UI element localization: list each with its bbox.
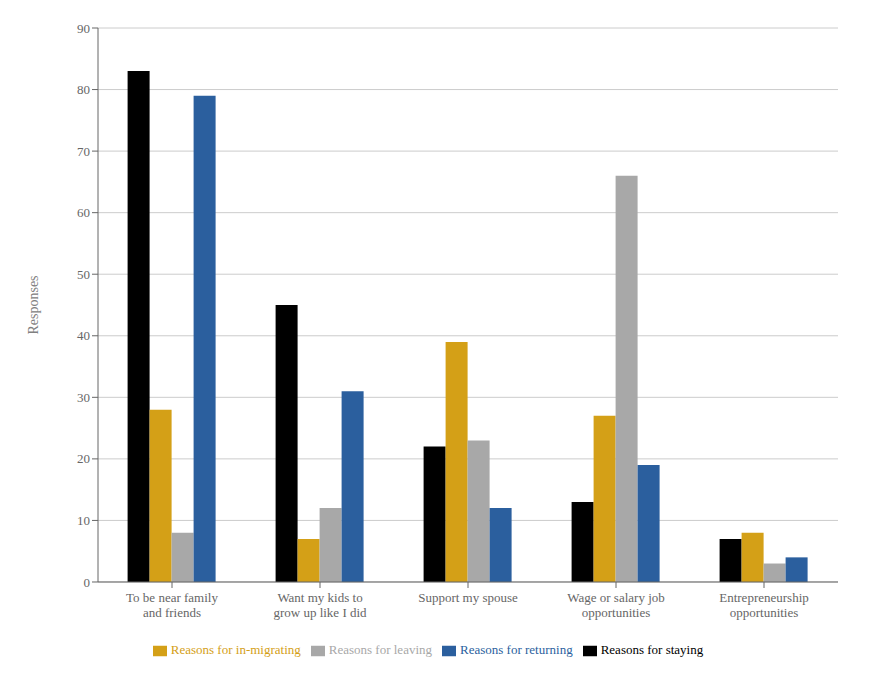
- svg-text:50: 50: [77, 267, 90, 282]
- svg-text:0: 0: [84, 575, 91, 590]
- svg-text:Entrepreneurshipopportunities: Entrepreneurshipopportunities: [719, 590, 809, 620]
- html-text:Reasons for returning: Reasons for returning: [460, 642, 573, 657]
- html-text:Reasons for staying: Reasons for staying: [600, 642, 704, 657]
- svg-text:70: 70: [77, 144, 90, 159]
- svg-text:90: 90: [77, 21, 90, 36]
- svg-text:To be near familyand friends: To be near familyand friends: [126, 590, 218, 620]
- svg-text:Responses: Responses: [26, 275, 41, 334]
- svg-text:40: 40: [77, 328, 90, 343]
- svg-text:10: 10: [77, 513, 90, 528]
- html-text:Reasons for in-migrating: Reasons for in-migrating: [170, 642, 301, 657]
- svg-text:60: 60: [77, 205, 90, 220]
- svg-text:20: 20: [77, 451, 90, 466]
- svg-text:Want my kids togrow up like I: Want my kids togrow up like I did: [273, 590, 367, 620]
- svg-text:Wage or salary jobopportunitie: Wage or salary jobopportunities: [567, 590, 665, 620]
- svg-text:30: 30: [77, 390, 90, 405]
- svg-text:Support my spouse: Support my spouse: [418, 590, 518, 605]
- html-text:Reasons for leaving: Reasons for leaving: [328, 642, 432, 657]
- svg-text:80: 80: [77, 82, 90, 97]
